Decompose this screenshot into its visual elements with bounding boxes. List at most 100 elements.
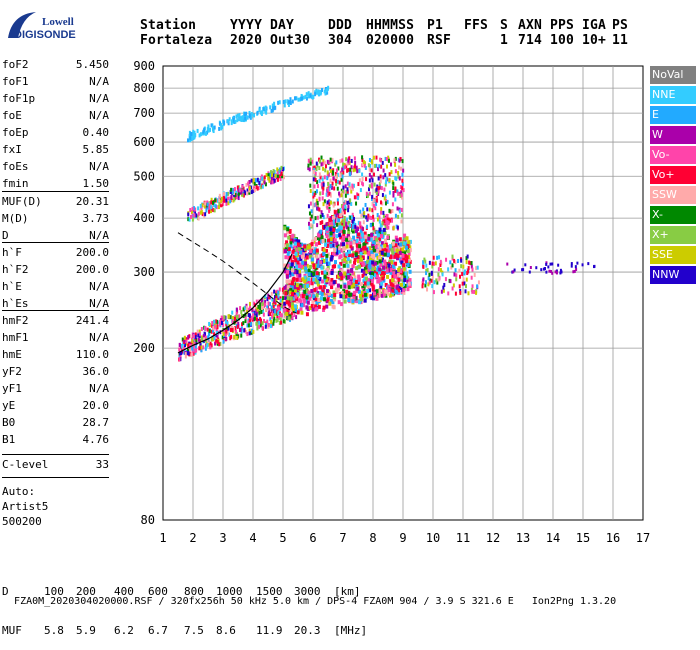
echo-point xyxy=(329,231,333,236)
echo-point xyxy=(407,252,411,257)
param-value: 33 xyxy=(95,458,109,471)
echo-point xyxy=(361,297,365,302)
echo-point xyxy=(432,261,435,266)
echo-point xyxy=(317,297,321,302)
echo-point xyxy=(549,262,552,266)
echo-point xyxy=(393,274,397,279)
echo-point xyxy=(316,275,320,280)
echo-point xyxy=(248,328,251,333)
echo-point xyxy=(365,191,368,196)
echo-point xyxy=(399,269,403,274)
echo-point xyxy=(318,172,321,177)
echo-point xyxy=(388,178,391,183)
echo-point xyxy=(253,177,256,182)
echo-point xyxy=(432,290,435,295)
echo-point xyxy=(348,171,351,176)
echo-point xyxy=(253,310,256,315)
echo-point xyxy=(279,176,282,181)
distance-value: 400 xyxy=(114,585,134,598)
echo-point xyxy=(300,242,304,247)
echo-point xyxy=(305,96,308,101)
echo-point xyxy=(351,186,354,191)
echo-point xyxy=(400,260,404,265)
header-label-6: FFS xyxy=(464,18,489,33)
echo-point xyxy=(367,187,370,192)
echo-point xyxy=(254,309,257,314)
echo-point xyxy=(356,232,360,237)
echo-point xyxy=(282,308,285,313)
echo-point xyxy=(332,236,336,241)
echo-point xyxy=(353,284,357,289)
echo-point xyxy=(386,199,389,204)
echo-point xyxy=(315,167,318,172)
echo-point xyxy=(307,272,311,277)
echo-point xyxy=(234,192,237,197)
echo-point xyxy=(318,166,321,171)
param-hf: h`F 200.0 xyxy=(2,246,109,260)
legend-x: X- xyxy=(650,206,696,224)
y-tick-label: 300 xyxy=(133,265,155,279)
echo-point xyxy=(325,248,329,253)
echo-point xyxy=(377,276,381,281)
echo-point xyxy=(396,225,399,230)
param-yf2: yF2 36.0 xyxy=(2,365,109,379)
echo-point xyxy=(210,209,213,214)
echo-point xyxy=(255,299,258,304)
echo-point xyxy=(436,280,439,285)
echo-point xyxy=(387,158,390,163)
echo-point xyxy=(401,172,404,177)
echo-point xyxy=(276,167,279,172)
header-label-11: PS xyxy=(612,18,629,33)
echo-point xyxy=(341,189,344,194)
param-value: 0.40 xyxy=(82,126,110,139)
echo-point xyxy=(212,200,215,205)
echo-point xyxy=(239,188,242,193)
echo-point xyxy=(347,220,351,225)
echo-point xyxy=(315,271,319,276)
echo-point xyxy=(193,213,196,218)
echo-point xyxy=(280,320,283,325)
echo-point xyxy=(216,340,219,345)
echo-point xyxy=(573,269,576,273)
echo-point xyxy=(304,269,308,274)
echo-point xyxy=(390,247,394,252)
echo-point xyxy=(276,318,279,323)
echo-point xyxy=(339,254,343,259)
echo-point xyxy=(313,247,317,252)
echo-point xyxy=(310,94,313,99)
echo-point xyxy=(197,206,200,211)
echo-point xyxy=(272,312,275,317)
echo-point xyxy=(288,308,292,313)
echo-point xyxy=(271,308,274,313)
echo-point xyxy=(258,324,261,329)
echo-point xyxy=(462,277,465,282)
echo-point xyxy=(325,289,329,294)
echo-point xyxy=(290,262,294,267)
echo-point xyxy=(303,246,307,251)
echo-point xyxy=(197,333,200,338)
echo-point xyxy=(403,283,407,288)
echo-point xyxy=(361,249,365,254)
echo-point xyxy=(368,215,371,220)
echo-point xyxy=(407,281,411,286)
echo-point xyxy=(190,352,193,357)
echo-point xyxy=(459,274,462,279)
echo-point xyxy=(295,289,299,294)
echo-point xyxy=(237,321,240,326)
echo-point xyxy=(306,300,310,305)
echo-point xyxy=(244,315,247,320)
echo-point xyxy=(398,158,401,163)
param-name: hmE xyxy=(2,348,22,361)
echo-point xyxy=(271,297,274,302)
echo-point xyxy=(322,258,326,263)
echo-point xyxy=(329,166,332,171)
echo-point xyxy=(319,296,323,301)
echo-point xyxy=(367,267,371,272)
echo-point xyxy=(572,270,575,274)
echo-point xyxy=(297,247,301,252)
echo-point xyxy=(470,261,473,266)
echo-point xyxy=(282,287,285,292)
echo-point xyxy=(358,254,362,259)
echo-point xyxy=(306,245,310,250)
echo-point xyxy=(287,279,291,284)
